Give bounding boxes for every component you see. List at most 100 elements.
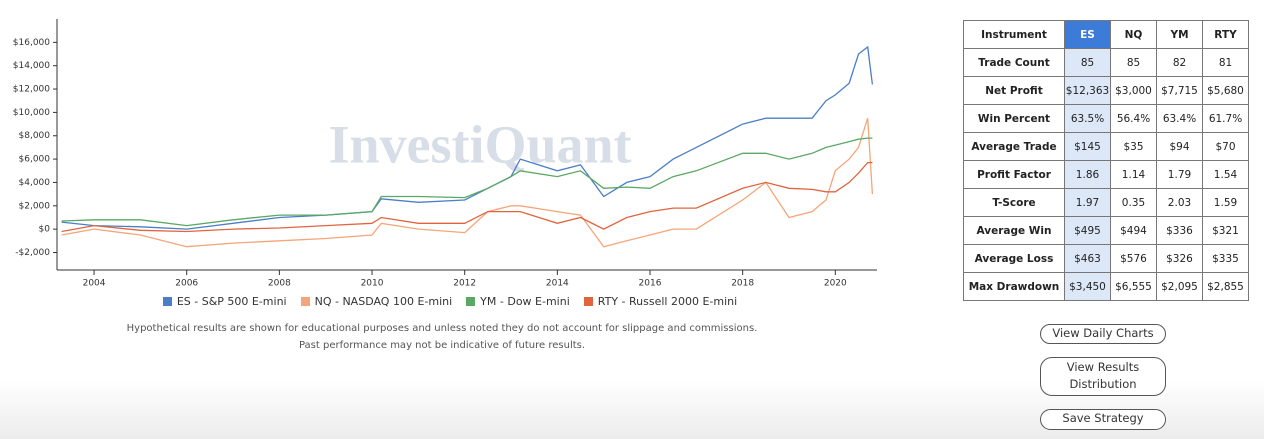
disclaimer-line: Hypothetical results are shown for educa… [126, 323, 758, 334]
header-cell: YM [1156, 20, 1203, 49]
y-tick-label: $16,000 [13, 38, 50, 48]
legend-swatch [300, 297, 310, 306]
row-label: T-Score [963, 188, 1065, 217]
y-tick-label: $10,000 [13, 108, 50, 118]
x-tick-label: 2008 [268, 279, 291, 289]
x-tick-label: 2004 [83, 279, 106, 289]
disclaimer: Hypothetical results are shown for educa… [0, 320, 884, 354]
x-tick-label: 2006 [175, 279, 198, 289]
cell: 85 [1064, 48, 1111, 77]
results-table: Instrument ES NQ YM RTY Trade Count 85 85 82 81 Ne… [963, 20, 1249, 301]
cell: 63.4% [1156, 104, 1203, 133]
cell: 81 [1202, 48, 1249, 77]
cell: $145 [1064, 132, 1111, 161]
cell: $494 [1110, 216, 1157, 245]
table-row: Trade Count 85 85 82 81 [963, 48, 1249, 77]
legend-label: ES - S&P 500 E-mini [176, 295, 287, 308]
cell: $94 [1156, 132, 1203, 161]
table-header: Instrument ES NQ YM RTY [963, 20, 1249, 49]
legend: ES - S&P 500 E-mini NQ - NASDAQ 100 E-min… [0, 295, 900, 308]
cell: 1.54 [1202, 160, 1249, 189]
y-tick-label: $12,000 [13, 85, 50, 95]
cell: $326 [1156, 244, 1203, 273]
x-tick-label: 2018 [731, 279, 754, 289]
row-label: Max Drawdown [963, 272, 1065, 301]
legend-swatch [162, 297, 172, 306]
table-row: Win Percent 63.5% 56.4% 63.4% 61.7% [963, 104, 1249, 133]
cell: 82 [1156, 48, 1203, 77]
y-tick-label: $4,000 [19, 178, 51, 188]
x-tick-label: 2010 [361, 279, 384, 289]
cell: $70 [1202, 132, 1249, 161]
cell: $321 [1202, 216, 1249, 245]
cell: 1.79 [1156, 160, 1203, 189]
chart: InvestiQuant -$2,000 $0 $2,000 $4,000 $6,000… [13, 19, 877, 289]
table-row: Average Loss $463 $576 $326 $335 [963, 244, 1249, 273]
series-line [61, 45, 874, 230]
cell: 0.35 [1110, 188, 1157, 217]
table-row: Net Profit $12,363 $3,000 $7,715 $5,680 [963, 76, 1249, 105]
legend-swatch [466, 297, 476, 306]
table-row: Max Drawdown $3,450 $6,555 $2,095 $2,855 [963, 272, 1249, 301]
cell: $3,450 [1064, 272, 1111, 301]
table-row: Average Win $495 $494 $336 $321 [963, 216, 1249, 245]
cell: $336 [1156, 216, 1203, 245]
legend-item: NQ - NASDAQ 100 E-mini [300, 295, 453, 308]
cell: 2.03 [1156, 188, 1203, 217]
row-label: Average Win [963, 216, 1065, 245]
table-row: T-Score 1.97 0.35 2.03 1.59 [963, 188, 1249, 217]
cell: 56.4% [1110, 104, 1157, 133]
header-cell: Instrument [963, 20, 1065, 49]
cell: 1.86 [1064, 160, 1111, 189]
y-tick-label: $14,000 [13, 61, 50, 71]
y-tick-label: $2,000 [19, 201, 51, 211]
x-tick-label: 2012 [453, 279, 476, 289]
x-tick-label: 2016 [639, 279, 662, 289]
legend-item: YM - Dow E-mini [466, 295, 570, 308]
header-cell: RTY [1202, 20, 1249, 49]
y-tick-label: -$2,000 [15, 248, 50, 258]
x-tick-label: 2014 [546, 279, 569, 289]
cell: $35 [1110, 132, 1157, 161]
watermark: InvestiQuant [328, 114, 631, 174]
row-label: Average Loss [963, 244, 1065, 273]
button[interactable]: View Daily Charts [1040, 324, 1166, 344]
legend-swatch [583, 297, 593, 306]
cell: 85 [1110, 48, 1157, 77]
cell: $7,715 [1156, 76, 1203, 105]
cell: 1.59 [1202, 188, 1249, 217]
button[interactable]: View Results Distribution [1040, 357, 1166, 396]
cell: $2,095 [1156, 272, 1203, 301]
series-line [61, 137, 873, 227]
button[interactable]: Save Strategy [1040, 409, 1166, 430]
y-tick-label: $6,000 [19, 155, 51, 165]
legend-label: YM - Dow E-mini [480, 295, 570, 308]
cell: 1.14 [1110, 160, 1157, 189]
row-label: Trade Count [963, 48, 1065, 77]
row-label: Average Trade [963, 132, 1065, 161]
y-tick-label: $8,000 [19, 131, 51, 141]
y-tick-label: $0 [39, 225, 51, 235]
legend-label: RTY - Russell 2000 E-mini [597, 295, 738, 308]
cell: $2,855 [1202, 272, 1249, 301]
disclaimer-line: Past performance may not be indicative o… [298, 340, 586, 351]
cell: $3,000 [1110, 76, 1157, 105]
cell: $463 [1064, 244, 1111, 273]
legend-label: NQ - NASDAQ 100 E-mini [314, 295, 453, 308]
cell: $576 [1110, 244, 1157, 273]
cell: $6,555 [1110, 272, 1157, 301]
cell: 63.5% [1064, 104, 1111, 133]
legend-item: RTY - Russell 2000 E-mini [583, 295, 738, 308]
row-label: Profit Factor [963, 160, 1065, 189]
cell: 1.97 [1064, 188, 1111, 217]
cell: 61.7% [1202, 104, 1249, 133]
table-row: Profit Factor 1.86 1.14 1.79 1.54 [963, 160, 1249, 189]
cell: $12,363 [1064, 76, 1111, 105]
series-line [61, 118, 874, 248]
cell: $335 [1202, 244, 1249, 273]
cell: $5,680 [1202, 76, 1249, 105]
series-line [61, 161, 873, 233]
table-row: Average Trade $145 $35 $94 $70 [963, 132, 1249, 161]
legend-item: ES - S&P 500 E-mini [162, 295, 287, 308]
